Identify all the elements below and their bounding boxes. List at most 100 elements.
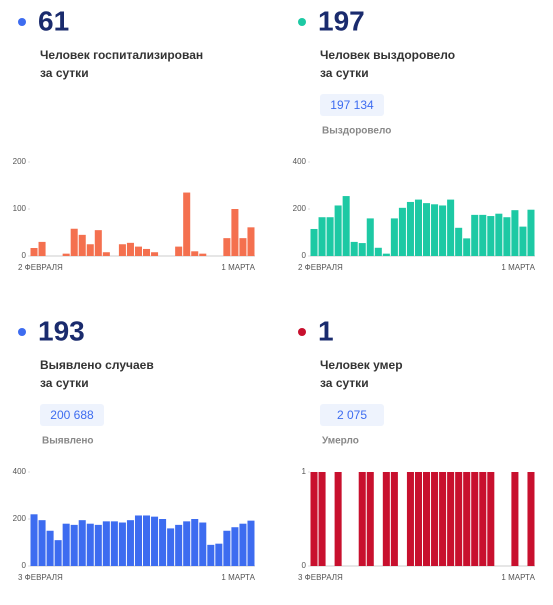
bar bbox=[143, 248, 151, 256]
bar bbox=[134, 246, 142, 256]
bar bbox=[62, 523, 70, 566]
bar bbox=[479, 214, 487, 256]
bar bbox=[239, 523, 247, 566]
bar bbox=[406, 472, 414, 566]
bar bbox=[143, 515, 151, 566]
y-tick-label: 100 bbox=[13, 204, 27, 213]
y-tick-label: 400 bbox=[13, 467, 27, 476]
bar bbox=[471, 214, 479, 256]
bar bbox=[495, 213, 503, 256]
bar bbox=[151, 252, 159, 256]
bar bbox=[175, 524, 183, 566]
bar bbox=[503, 217, 511, 256]
y-tick-label: 0 bbox=[22, 251, 27, 260]
bar bbox=[30, 248, 38, 256]
bar bbox=[463, 238, 471, 256]
total-box bbox=[320, 94, 384, 116]
bar bbox=[366, 472, 374, 566]
bar bbox=[167, 528, 175, 566]
bar bbox=[318, 472, 326, 566]
bar bbox=[471, 472, 479, 566]
y-tick-label: 0 bbox=[302, 251, 307, 260]
bar bbox=[183, 521, 191, 566]
bar bbox=[199, 253, 207, 256]
bar bbox=[326, 217, 334, 256]
bar bbox=[62, 253, 70, 256]
status-dot bbox=[18, 18, 26, 26]
description: Человек выздоровело bbox=[320, 48, 455, 62]
description: за сутки bbox=[40, 376, 89, 390]
y-tick-label: 400 bbox=[293, 157, 307, 166]
bar bbox=[334, 472, 342, 566]
bar bbox=[414, 472, 422, 566]
x-tick-label: 1 МАРТА bbox=[501, 573, 535, 582]
bar bbox=[118, 244, 126, 256]
bar bbox=[414, 199, 422, 256]
bar bbox=[382, 472, 390, 566]
bar bbox=[54, 540, 62, 566]
bar bbox=[30, 514, 38, 566]
bar bbox=[247, 520, 255, 566]
total-label: Выздоровело bbox=[322, 126, 391, 137]
bar bbox=[118, 522, 126, 566]
bar bbox=[86, 523, 94, 566]
bar bbox=[519, 226, 527, 256]
headline: 1 bbox=[318, 315, 334, 346]
headline: 61 bbox=[38, 5, 69, 36]
bar bbox=[191, 251, 199, 256]
bar bbox=[447, 472, 455, 566]
bar bbox=[78, 234, 86, 256]
bar bbox=[223, 238, 231, 256]
description: Человек госпитализирован bbox=[40, 48, 203, 62]
bar bbox=[183, 192, 191, 256]
bar bbox=[487, 472, 495, 566]
y-tick-label: 1 bbox=[302, 467, 307, 476]
y-tick-label: 0 bbox=[302, 561, 307, 570]
bar bbox=[318, 217, 326, 256]
y-tick-label: 200 bbox=[13, 514, 27, 523]
bar bbox=[527, 209, 535, 256]
bar bbox=[358, 472, 366, 566]
x-tick-label: 2 ФЕВРАЛЯ bbox=[18, 263, 63, 272]
bar bbox=[70, 228, 78, 256]
description: за сутки bbox=[320, 66, 369, 80]
bar bbox=[423, 472, 431, 566]
bar bbox=[126, 242, 134, 256]
bar bbox=[134, 515, 142, 566]
bar bbox=[511, 210, 519, 256]
bar bbox=[46, 530, 54, 566]
bar bbox=[223, 530, 231, 566]
headline: 193 bbox=[38, 315, 85, 346]
total: 197 134 bbox=[330, 98, 374, 112]
total: 200 688 bbox=[50, 408, 94, 422]
x-tick-label: 3 ФЕВРАЛЯ bbox=[298, 573, 343, 582]
bar bbox=[439, 472, 447, 566]
x-tick-label: 1 МАРТА bbox=[221, 263, 255, 272]
bar bbox=[78, 520, 86, 566]
total-box bbox=[40, 404, 104, 426]
bar bbox=[463, 472, 471, 566]
bar bbox=[334, 205, 342, 256]
x-tick-label: 1 МАРТА bbox=[221, 573, 255, 582]
bar bbox=[479, 472, 487, 566]
x-tick-label: 2 ФЕВРАЛЯ bbox=[298, 263, 343, 272]
bar bbox=[207, 544, 215, 566]
bar bbox=[159, 519, 167, 566]
description: за сутки bbox=[320, 376, 369, 390]
bar bbox=[511, 472, 519, 566]
bar bbox=[38, 520, 46, 566]
headline: 197 bbox=[318, 5, 365, 36]
bar bbox=[199, 522, 207, 566]
y-tick-label: 200 bbox=[13, 157, 27, 166]
description: Человек умер bbox=[320, 358, 403, 372]
bar bbox=[390, 472, 398, 566]
bar bbox=[487, 216, 495, 256]
description: Выявлено случаев bbox=[40, 358, 154, 372]
y-tick-label: 0 bbox=[22, 561, 27, 570]
total-label: Умерло bbox=[322, 436, 359, 447]
bar bbox=[366, 218, 374, 256]
bar bbox=[358, 243, 366, 256]
bar bbox=[406, 201, 414, 256]
bar bbox=[215, 543, 223, 566]
